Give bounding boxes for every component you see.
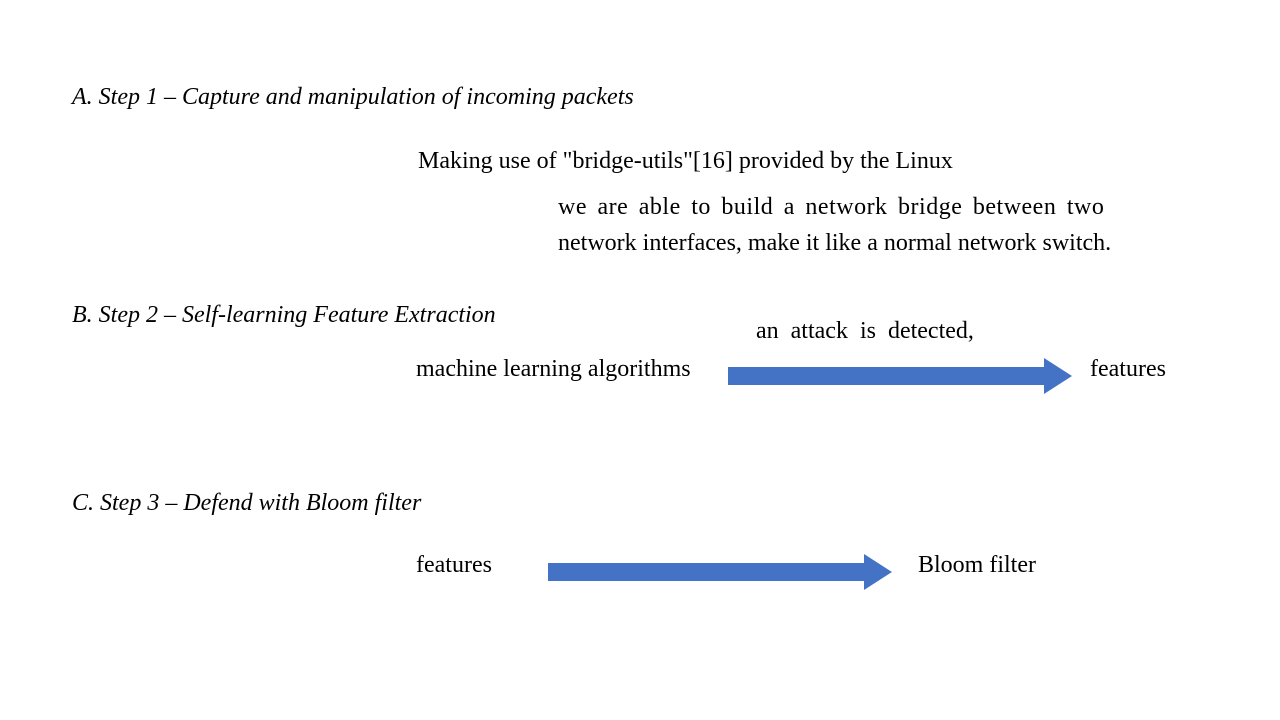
section-c-right-label: Bloom filter — [918, 552, 1036, 579]
section-a-line2: we are able to build a network bridge be… — [558, 194, 1104, 221]
section-c-left-label: features — [416, 552, 492, 579]
arrow-head-icon — [864, 554, 892, 590]
section-a-heading: A. Step 1 – Capture and manipulation of … — [72, 84, 634, 111]
section-a-line3: network interfaces, make it like a norma… — [558, 230, 1111, 257]
arrow-head-icon — [1044, 358, 1072, 394]
arrow-shaft-icon — [728, 367, 1044, 385]
section-c-arrow — [548, 554, 892, 590]
section-b-arrow — [728, 358, 1072, 394]
section-b-right-label: features — [1090, 356, 1166, 383]
arrow-shaft-icon — [548, 563, 864, 581]
section-a-line1: Making use of "bridge-utils"[16] provide… — [418, 148, 953, 175]
section-b-heading: B. Step 2 – Self-learning Feature Extrac… — [72, 302, 496, 329]
section-b-left-label: machine learning algorithms — [416, 356, 691, 383]
section-b-top-label: an attack is detected, — [756, 318, 974, 345]
section-c-heading: C. Step 3 – Defend with Bloom filter — [72, 490, 421, 517]
